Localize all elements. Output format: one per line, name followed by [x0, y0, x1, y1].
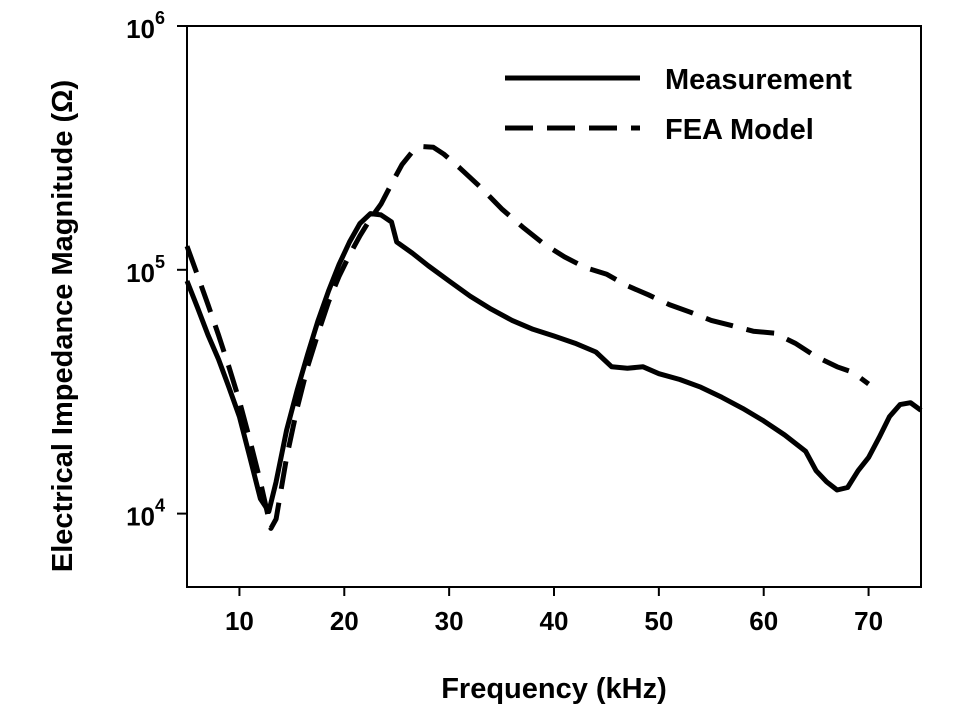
legend: Measurement FEA Model: [505, 64, 852, 146]
plot-frame: [186, 25, 922, 588]
y-axis-label: Electrical Impedance Magnitude (Ω): [47, 80, 79, 572]
x-tick-label: 40: [540, 606, 569, 636]
x-tick-label: 70: [854, 606, 883, 636]
y-tick-label: 106: [126, 8, 165, 44]
x-tick-label: 20: [330, 606, 359, 636]
series-line-measurement: [184, 211, 923, 514]
x-tick-label: 10: [225, 606, 254, 636]
x-axis-label: Frequency (kHz): [441, 673, 667, 705]
y-tick-label: 105: [126, 252, 165, 288]
x-tick-label: 50: [644, 606, 673, 636]
series-line-fea-model: [184, 144, 871, 531]
legend-label-fea-model: FEA Model: [665, 114, 814, 146]
axes: 10 20 30 40 50 60 70 104 105 106: [126, 8, 922, 636]
x-tick-label: 60: [749, 606, 778, 636]
y-tick-label: 104: [126, 496, 165, 532]
x-tick-label: 30: [435, 606, 464, 636]
legend-label-measurement: Measurement: [665, 64, 852, 96]
